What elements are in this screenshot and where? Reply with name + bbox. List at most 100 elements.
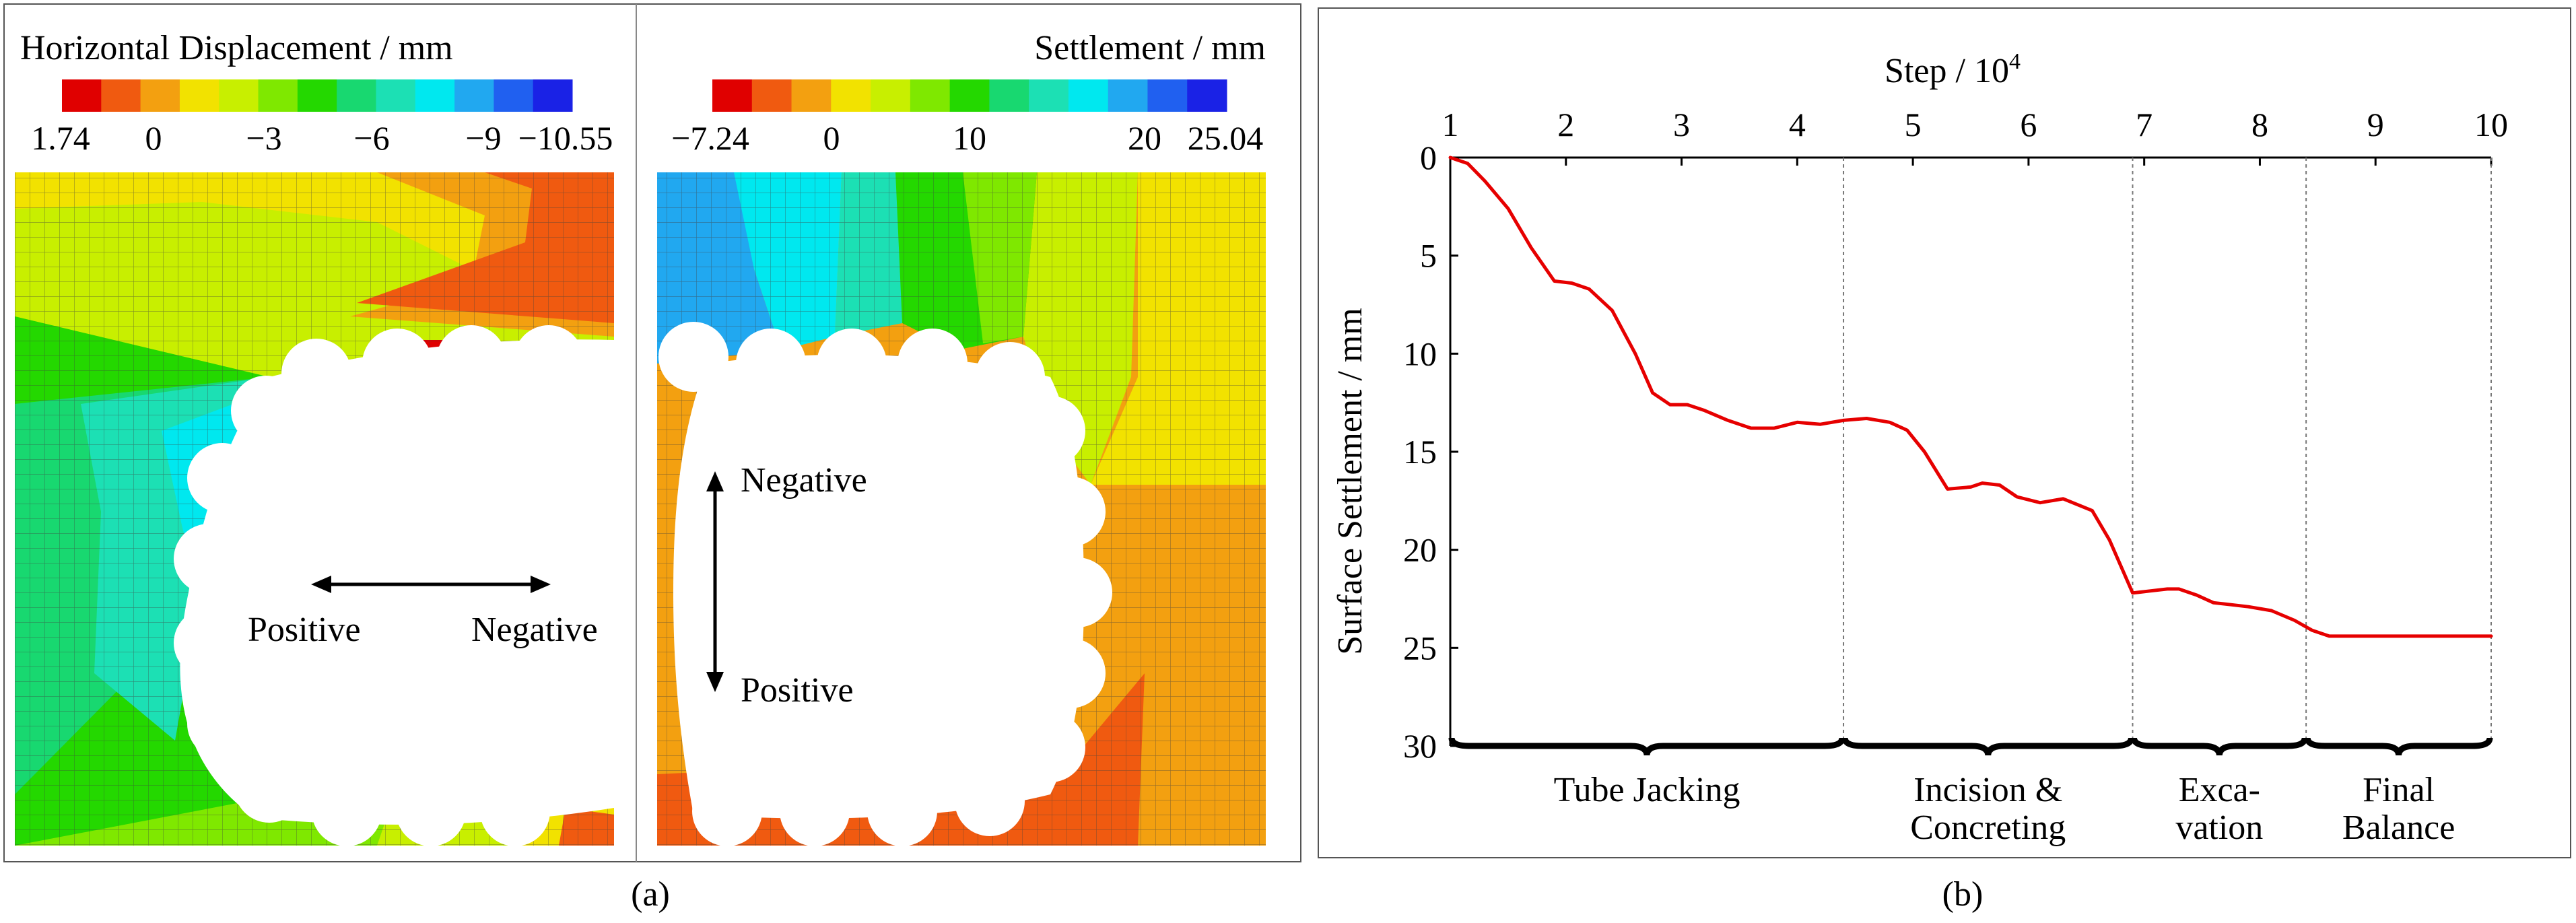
- y-tick-label: 5: [1420, 237, 1437, 275]
- phase-label: Concreting: [1910, 809, 2066, 847]
- phase-boundaries: [1843, 158, 2492, 739]
- colorbar-swatch: [712, 79, 753, 112]
- phase-label: Exca-: [2179, 771, 2260, 809]
- colorbar-swatch: [831, 79, 871, 112]
- series-group: [1448, 156, 2493, 638]
- y-tick-label: 10: [1403, 335, 1437, 372]
- phase-brace: [2304, 737, 2493, 756]
- phase-label: Tube Jacking: [1554, 771, 1740, 809]
- right-direction-arrow: [706, 471, 724, 692]
- left-colorbar-ticks: 1.74 0 −3 −6 −9 −10.55: [31, 119, 613, 157]
- left-contour-field: [15, 172, 614, 846]
- left-direction-arrow: [311, 576, 551, 593]
- arrow-up-head: [706, 471, 724, 491]
- x-axis-ticks: 1 2 3 4 5 6 7 8 9 10: [1442, 106, 2508, 166]
- colorbar-swatch: [989, 79, 1029, 112]
- phase-brace: [1841, 737, 2134, 756]
- x-tick-label: 7: [2136, 106, 2153, 143]
- x-axis-label: Step / 104: [1885, 49, 2021, 90]
- y-tick-label: 25: [1403, 629, 1437, 666]
- left-cbar-tick: 1.74: [31, 119, 90, 157]
- y-axis-ticks: 0 5 10 15 20 25 30: [1403, 139, 1458, 765]
- x-tick-label: 2: [1557, 106, 1574, 143]
- x-tick-label: 1: [1442, 106, 1459, 143]
- right-cbar-tick: 20: [1128, 119, 1161, 157]
- left-tunnel-opening: [180, 339, 614, 825]
- settlement-series-line: [1448, 156, 2493, 638]
- panel-b: Step / 104 Surface Settlement / mm 1 2 3 4 5…: [1318, 7, 2571, 914]
- colorbar-swatch: [297, 79, 337, 112]
- y-axis-label: Surface Settlement / mm: [1331, 308, 1369, 655]
- right-label-negative: Negative: [741, 461, 867, 500]
- right-plot-title: Settlement / mm: [1034, 29, 1266, 67]
- phase-braces: [1448, 737, 2493, 756]
- panel-a: Horizontal Displacement / mm 1.74 0 −3 −…: [3, 3, 1301, 914]
- colorbar-swatch: [533, 79, 573, 112]
- colorbar-swatch: [258, 79, 298, 112]
- settlement-plot: Settlement / mm −7.24 0 10 20 25.04: [657, 29, 1266, 846]
- phase-brace: [2130, 737, 2308, 756]
- phase-brace: [1448, 737, 1845, 756]
- left-label-positive: Positive: [248, 611, 361, 649]
- phase-labels: Tube Jacking Incision &Concreting Exca-vat…: [1554, 771, 2455, 847]
- colorbar-swatch: [179, 79, 219, 112]
- left-colorbar: [62, 79, 573, 112]
- x-tick-label: 6: [2020, 106, 2037, 143]
- arrow-right-head: [531, 576, 551, 593]
- x-tick-label: 9: [2367, 106, 2384, 143]
- panel-b-label: (b): [1942, 875, 1984, 914]
- panel-a-label: (a): [631, 875, 670, 914]
- colorbar-swatch: [62, 79, 102, 112]
- colorbar-swatch: [376, 79, 416, 112]
- right-contour-field: [657, 172, 1266, 846]
- left-cbar-tick: −6: [353, 119, 389, 157]
- left-cbar-tick: −10.55: [518, 119, 613, 157]
- left-cbar-tick: −3: [246, 119, 281, 157]
- y-tick-label: 30: [1403, 727, 1437, 765]
- colorbar-swatch: [101, 79, 141, 112]
- phase-label: Balance: [2342, 809, 2455, 847]
- y-tick-label: 15: [1403, 433, 1437, 471]
- panel-b-frame: [1318, 7, 2571, 858]
- colorbar-swatch: [140, 79, 180, 112]
- panel-a-frame: [3, 3, 1301, 862]
- colorbar-swatch: [494, 79, 534, 112]
- right-colorbar: [712, 79, 1227, 112]
- colorbar-swatch: [454, 79, 494, 112]
- colorbar-swatch: [219, 79, 259, 112]
- left-plot-title: Horizontal Displacement / mm: [20, 29, 453, 67]
- left-cbar-tick: −9: [465, 119, 501, 157]
- arrow-left-head: [311, 576, 331, 593]
- colorbar-swatch: [910, 79, 951, 112]
- arrow-down-head: [706, 672, 724, 692]
- colorbar-swatch: [415, 79, 455, 112]
- left-cbar-tick: 0: [145, 119, 162, 157]
- colorbar-swatch: [871, 79, 911, 112]
- colorbar-swatch: [1187, 79, 1227, 112]
- left-label-negative: Negative: [471, 611, 598, 649]
- colorbar-swatch: [1029, 79, 1069, 112]
- y-tick-label: 0: [1420, 139, 1437, 176]
- x-tick-label: 8: [2251, 106, 2268, 143]
- colorbar-swatch: [949, 79, 990, 112]
- x-tick-label: 4: [1789, 106, 1806, 143]
- colorbar-swatch: [1108, 79, 1148, 112]
- right-cbar-tick: −7.24: [671, 119, 749, 157]
- right-tunnel-opening: [673, 354, 1084, 819]
- colorbar-swatch: [337, 79, 376, 112]
- colorbar-swatch: [1068, 79, 1109, 112]
- phase-label: Incision &: [1913, 771, 2062, 809]
- x-tick-label: 10: [2474, 106, 2508, 143]
- y-tick-label: 20: [1403, 531, 1437, 569]
- horizontal-displacement-plot: Horizontal Displacement / mm 1.74 0 −3 −…: [15, 29, 614, 846]
- right-colorbar-ticks: −7.24 0 10 20 25.04: [671, 119, 1263, 157]
- right-cbar-tick: 10: [953, 119, 986, 157]
- x-tick-label: 5: [1905, 106, 1922, 143]
- x-tick-label: 3: [1673, 106, 1690, 143]
- right-cbar-tick: 25.04: [1188, 119, 1264, 157]
- right-cbar-tick: 0: [823, 119, 840, 157]
- phase-label: Final: [2363, 771, 2435, 809]
- phase-label: vation: [2175, 809, 2263, 847]
- right-label-positive: Positive: [741, 671, 854, 710]
